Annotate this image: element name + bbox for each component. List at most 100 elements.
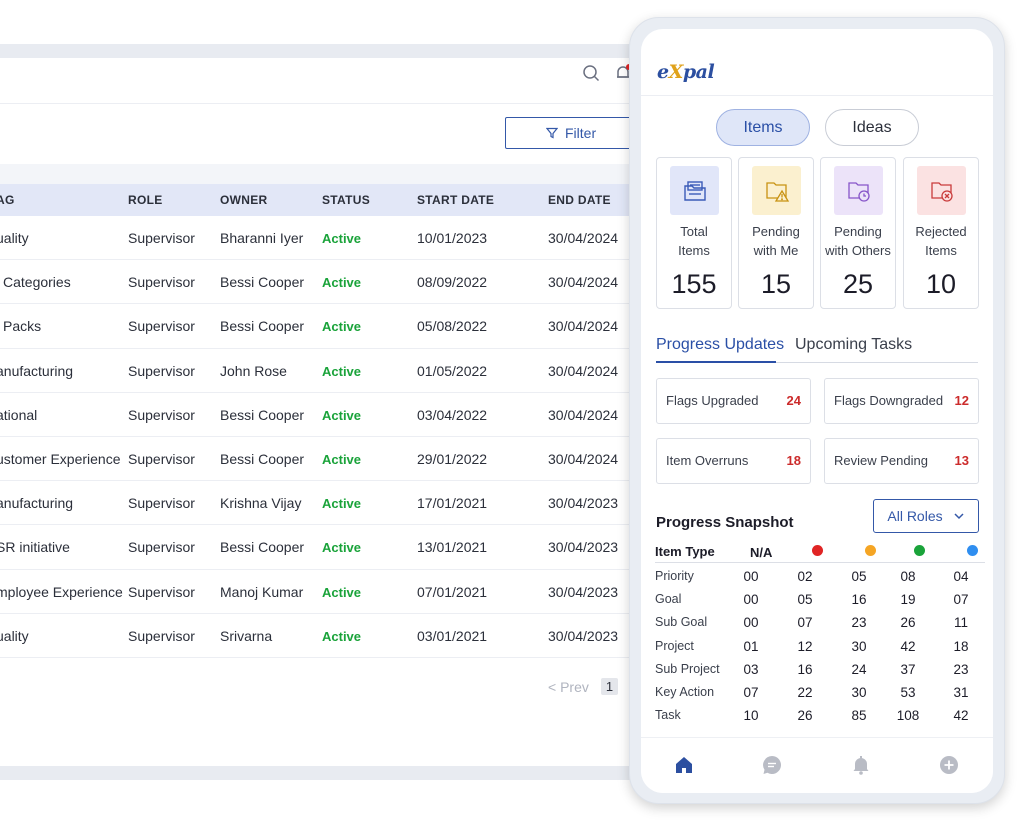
card-label: Pending with Others bbox=[825, 224, 891, 258]
desktop-window: Filter AG ROLE OWNER STATUS START DATE E… bbox=[0, 58, 648, 766]
snapshot-count: 37 bbox=[900, 661, 916, 677]
status-dot-red bbox=[812, 545, 823, 556]
card-pending-with-others[interactable]: Pending with Others 25 bbox=[820, 157, 896, 309]
cell-owner: John Rose bbox=[220, 362, 287, 379]
items-table: AG ROLE OWNER STATUS START DATE END DATE… bbox=[0, 184, 648, 658]
logo-part-e: e bbox=[657, 61, 669, 83]
cell-end-date: 30/04/2024 bbox=[548, 274, 619, 291]
progress-value: 18 bbox=[786, 453, 801, 468]
snapshot-item-type: Project bbox=[655, 638, 694, 653]
status-badge: Active bbox=[322, 540, 362, 556]
home-icon[interactable] bbox=[673, 754, 695, 776]
table-row[interactable]: mployee Experience Supervisor Manoj Kumar A… bbox=[0, 570, 648, 614]
card-rejected-items[interactable]: Rejected Items 10 bbox=[903, 157, 979, 309]
snapshot-count: 00 bbox=[743, 569, 759, 584]
snapshot-count: 04 bbox=[953, 569, 969, 584]
progress-label: Item Overruns bbox=[666, 453, 749, 468]
status-badge: Active bbox=[322, 584, 362, 600]
cell-end-date: 30/04/2023 bbox=[548, 539, 619, 556]
cell-role: Supervisor bbox=[128, 450, 195, 467]
column-header-status[interactable]: STATUS bbox=[322, 193, 371, 207]
snapshot-row: Sub Goal 00 07 23 26 11 bbox=[655, 609, 985, 632]
status-badge: Active bbox=[322, 451, 362, 467]
cell-start-date: 05/08/2022 bbox=[417, 318, 488, 335]
progress-card-flags-upgraded[interactable]: Flags Upgraded 24 bbox=[656, 378, 811, 424]
segment-items[interactable]: Items bbox=[716, 109, 810, 146]
column-header-start-date[interactable]: START DATE bbox=[417, 193, 495, 207]
cell-tag: ustomer Experience bbox=[0, 450, 121, 467]
prev-page-button[interactable]: < Prev bbox=[548, 678, 589, 695]
cell-end-date: 30/04/2024 bbox=[548, 362, 619, 379]
cell-start-date: 03/04/2022 bbox=[417, 406, 488, 423]
chat-icon[interactable] bbox=[761, 754, 783, 776]
column-header-end-date[interactable]: END DATE bbox=[548, 193, 611, 207]
column-na: N/A bbox=[750, 545, 773, 560]
progress-label: Flags Upgraded bbox=[666, 393, 759, 408]
table-row[interactable]: l Packs Supervisor Bessi Cooper Active 05/08… bbox=[0, 304, 648, 349]
card-total-items[interactable]: Total Items 155 bbox=[656, 157, 732, 309]
cell-role: Supervisor bbox=[128, 406, 195, 423]
tab-upcoming-tasks[interactable]: Upcoming Tasks bbox=[795, 336, 913, 353]
folder-clock-icon bbox=[834, 166, 883, 215]
progress-card-flags-downgraded[interactable]: Flags Downgraded 12 bbox=[824, 378, 979, 424]
page-number-button[interactable]: 1 bbox=[600, 678, 619, 695]
snapshot-count: 108 bbox=[896, 708, 920, 724]
snapshot-count: 19 bbox=[900, 592, 916, 608]
table-row[interactable]: SR initiative Supervisor Bessi Cooper Activ… bbox=[0, 525, 648, 570]
bell-icon[interactable] bbox=[850, 754, 872, 776]
snapshot-item-type: Sub Goal bbox=[655, 615, 708, 630]
table-row[interactable]: anufacturing Supervisor John Rose Active 01/… bbox=[0, 349, 648, 393]
cell-owner: Bessi Cooper bbox=[220, 450, 305, 467]
progress-value: 13 bbox=[954, 453, 969, 468]
cell-start-date: 03/01/2021 bbox=[417, 627, 488, 644]
snapshot-count: 16 bbox=[851, 592, 867, 608]
cell-owner: Bharanni Iyer bbox=[220, 230, 304, 246]
snapshot-row: Priority 00 02 05 08 04 bbox=[655, 563, 985, 586]
segment-ideas[interactable]: Ideas bbox=[825, 109, 919, 146]
snapshot-count: 07 bbox=[953, 592, 969, 608]
cell-role: Supervisor bbox=[128, 495, 195, 512]
progress-card-review-pending[interactable]: Review Pending 13 bbox=[824, 438, 979, 484]
table-header: AG ROLE OWNER STATUS START DATE END DATE bbox=[0, 184, 648, 216]
cell-end-date: 30/04/2023 bbox=[548, 583, 619, 600]
status-dot-green bbox=[914, 545, 925, 556]
snapshot-item-type: Task bbox=[655, 708, 681, 723]
table-row[interactable]: uality Supervisor Bharanni Iyer Active 10/01… bbox=[0, 216, 648, 261]
table-row[interactable]: anufacturing Supervisor Krishna Vijay Activ… bbox=[0, 481, 648, 526]
logo-part-pal: pal bbox=[682, 61, 715, 83]
card-value: 25 bbox=[842, 269, 874, 299]
column-header-tag[interactable]: AG bbox=[0, 193, 15, 207]
table-row[interactable]: ational Supervisor Bessi Cooper Active 03/04… bbox=[0, 393, 648, 437]
all-roles-dropdown[interactable]: All Roles bbox=[873, 499, 979, 533]
cell-start-date: 08/09/2022 bbox=[417, 274, 488, 291]
filter-button[interactable]: Filter bbox=[505, 117, 648, 149]
snapshot-body: Priority 00 02 05 08 04 Goal 00 05 16 19 07 Sub Goal… bbox=[655, 563, 985, 725]
bell-icon[interactable] bbox=[614, 64, 632, 82]
snapshot-count: 02 bbox=[797, 569, 813, 584]
desktop-topbar bbox=[0, 58, 648, 104]
card-pending-with-me[interactable]: Pending with Me 15 bbox=[738, 157, 814, 309]
column-header-owner[interactable]: OWNER bbox=[220, 193, 268, 207]
add-icon[interactable] bbox=[938, 754, 960, 776]
tab-divider bbox=[656, 362, 978, 363]
phone-screen: eXpal Items Ideas Total Items 155 Pending… bbox=[641, 29, 993, 793]
snapshot-count: 30 bbox=[851, 684, 867, 700]
expal-logo: eXpal bbox=[657, 61, 715, 83]
tab-progress-updates[interactable]: Progress Updates bbox=[656, 336, 785, 353]
cell-role: Supervisor bbox=[128, 318, 195, 335]
logo-part-x: X bbox=[668, 61, 684, 83]
cell-tag: anufacturing bbox=[0, 362, 74, 379]
search-icon[interactable] bbox=[582, 64, 600, 82]
table-toolbar-band bbox=[0, 164, 648, 184]
table-row[interactable]: uality Supervisor Srivarna Active 03/01/2021… bbox=[0, 614, 648, 658]
column-header-role[interactable]: ROLE bbox=[128, 193, 163, 207]
table-row[interactable]: ustomer Experience Supervisor Bessi Cooper… bbox=[0, 437, 648, 482]
cell-role: Supervisor bbox=[128, 627, 195, 644]
progress-card-item-overruns[interactable]: Item Overruns 18 bbox=[656, 438, 811, 484]
snapshot-title: Progress Snapshot bbox=[656, 514, 794, 531]
roles-label: All Roles bbox=[887, 508, 943, 524]
cell-end-date: 30/04/2024 bbox=[548, 406, 619, 423]
table-row[interactable]: l Categories Supervisor Bessi Cooper Active… bbox=[0, 260, 648, 305]
folder-list-icon bbox=[670, 166, 719, 215]
snapshot-count: 16 bbox=[797, 661, 813, 677]
